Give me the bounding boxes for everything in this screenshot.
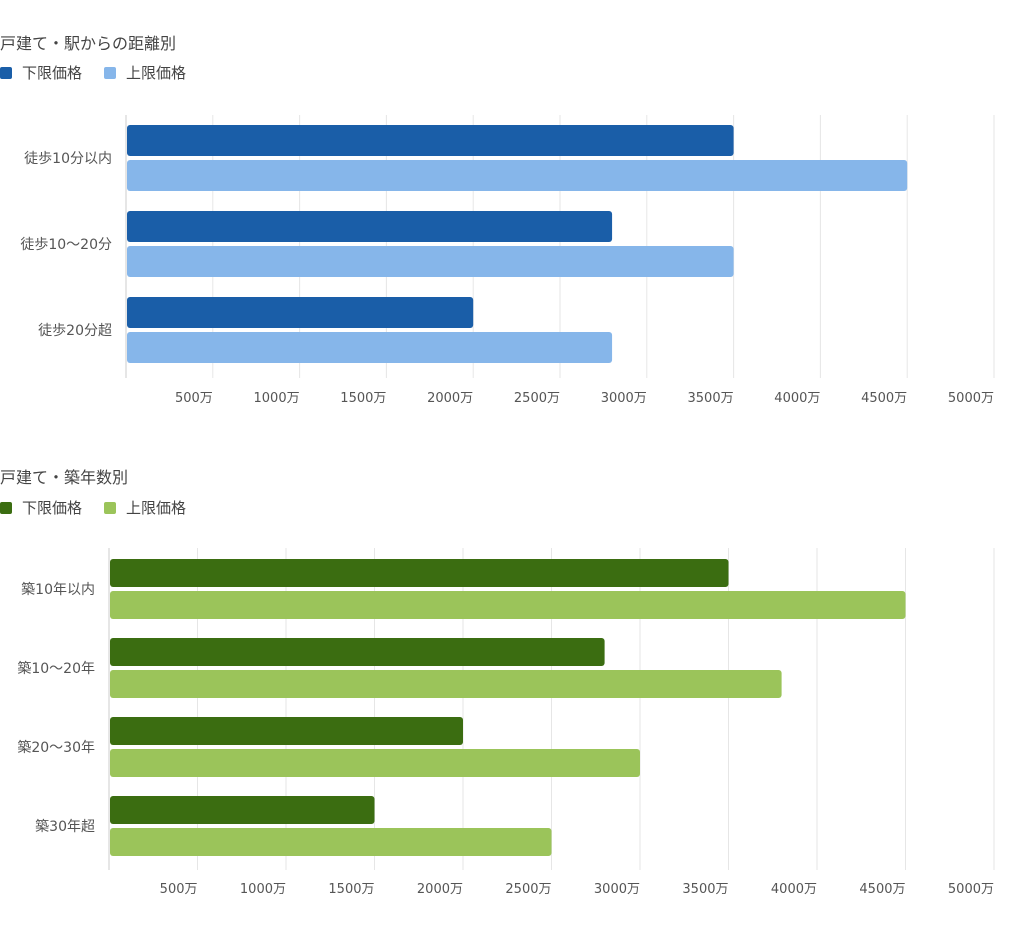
- tick-label: 4500万: [861, 391, 907, 406]
- bar-lower[interactable]: [127, 211, 613, 242]
- tick-label: 2000万: [417, 882, 463, 897]
- tick-label: 3500万: [688, 391, 734, 406]
- bar-upper[interactable]: [110, 828, 552, 856]
- tick-label: 500万: [175, 391, 213, 406]
- bar-lower[interactable]: [110, 638, 605, 666]
- legend-swatch-lower: [0, 66, 12, 79]
- legend-age: 下限価格 上限価格: [0, 497, 208, 518]
- legend-item-upper[interactable]: 上限価格: [104, 62, 186, 83]
- chart-distance: 戸建て・駅からの距離別 下限価格 上限価格 500万 1000万 1500万 2000…: [0, 0, 1024, 420]
- tick-label: 2000万: [427, 391, 473, 406]
- legend-label-upper: 上限価格: [126, 499, 187, 517]
- chart-plot-distance: 500万 1000万 1500万 2000万 2500万 3000万 3500万 4000万 4…: [20, 115, 995, 406]
- legend-swatch-lower: [0, 501, 12, 514]
- category-label: 築10年以内: [21, 582, 95, 598]
- legend-label-lower: 下限価格: [22, 64, 83, 82]
- tick-label: 3000万: [594, 882, 640, 897]
- tick-label: 3000万: [601, 391, 647, 406]
- category-label: 築10〜20年: [17, 661, 95, 677]
- tick-label: 5000万: [948, 391, 994, 406]
- tick-label: 1000万: [254, 391, 300, 406]
- tick-label: 4000万: [774, 391, 820, 406]
- legend-item-lower[interactable]: 下限価格: [0, 62, 82, 83]
- chart-title-age: 戸建て・築年数別: [0, 468, 129, 487]
- chart-title-distance: 戸建て・駅からの距離別: [0, 34, 177, 53]
- tick-label: 3500万: [682, 882, 728, 897]
- category-label: 徒歩20分超: [38, 323, 112, 339]
- bar-upper[interactable]: [127, 246, 734, 277]
- bar-upper[interactable]: [127, 160, 908, 191]
- legend-label-lower: 下限価格: [22, 499, 83, 517]
- tick-label: 4500万: [859, 882, 905, 897]
- bar-lower[interactable]: [110, 559, 729, 587]
- legend-swatch-upper: [104, 501, 117, 514]
- tick-label: 4000万: [771, 882, 817, 897]
- bar-upper[interactable]: [127, 332, 613, 363]
- bar-lower[interactable]: [127, 125, 734, 156]
- tick-label: 500万: [160, 882, 198, 897]
- legend-item-upper[interactable]: 上限価格: [104, 497, 186, 518]
- tick-label: 5000万: [948, 882, 994, 897]
- tick-label: 1000万: [240, 882, 286, 897]
- legend-distance: 下限価格 上限価格: [0, 62, 208, 83]
- category-label: 築30年超: [35, 819, 95, 835]
- legend-item-lower[interactable]: 下限価格: [0, 497, 82, 518]
- bar-upper[interactable]: [110, 670, 782, 698]
- tick-label: 1500万: [340, 391, 386, 406]
- bar-lower[interactable]: [110, 796, 375, 824]
- category-label: 築20〜30年: [17, 740, 95, 756]
- tick-label: 1500万: [328, 882, 374, 897]
- category-label: 徒歩10分以内: [24, 151, 112, 167]
- category-label: 徒歩10〜20分: [20, 237, 112, 253]
- bar-lower[interactable]: [127, 297, 474, 328]
- legend-label-upper: 上限価格: [126, 64, 187, 82]
- bar-upper[interactable]: [110, 749, 640, 777]
- bar-upper[interactable]: [110, 591, 906, 619]
- tick-label: 2500万: [514, 391, 560, 406]
- legend-swatch-upper: [104, 66, 117, 79]
- tick-label: 2500万: [505, 882, 551, 897]
- bar-lower[interactable]: [110, 717, 463, 745]
